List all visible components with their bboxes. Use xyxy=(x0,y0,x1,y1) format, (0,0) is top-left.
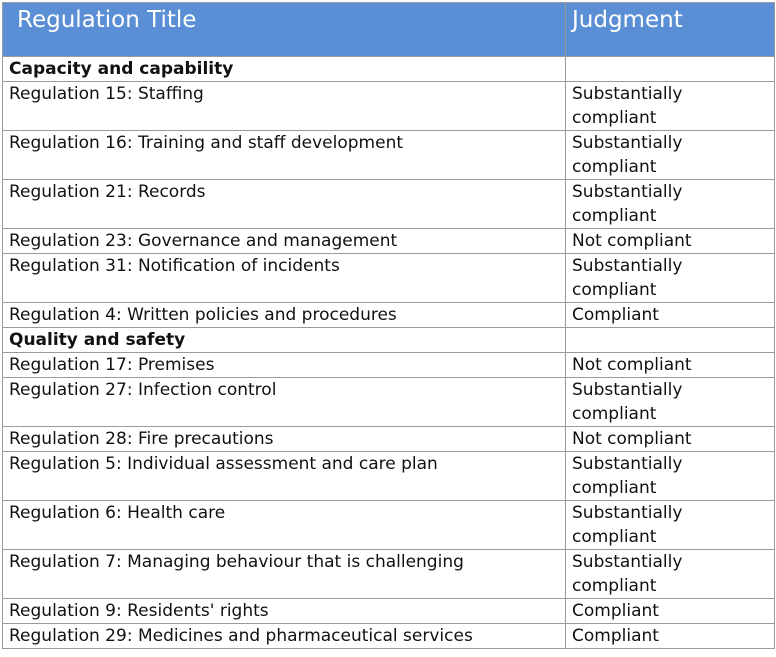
regulation-cell: Regulation 15: Staffing xyxy=(2,81,566,131)
table-row: Regulation 31: Notification of incidents… xyxy=(2,253,775,303)
header-judgment: Judgment xyxy=(565,2,775,57)
judgment-cell: Substantially compliant xyxy=(565,81,775,131)
regulation-cell: Regulation 29: Medicines and pharmaceuti… xyxy=(2,623,566,649)
regulation-cell: Regulation 9: Residents' rights xyxy=(2,598,566,624)
judgment-cell: Substantially compliant xyxy=(565,377,775,427)
regulation-cell: Regulation 5: Individual assessment and … xyxy=(2,451,566,501)
section-judgment-empty xyxy=(565,56,775,82)
judgment-cell: Compliant xyxy=(565,302,775,328)
regulation-cell: Regulation 23: Governance and management xyxy=(2,228,566,254)
section-row: Quality and safety xyxy=(2,327,775,353)
judgment-cell: Not compliant xyxy=(565,426,775,452)
header-regulation-title: Regulation Title xyxy=(2,2,566,57)
regulation-cell: Regulation 27: Infection control xyxy=(2,377,566,427)
judgment-cell: Substantially compliant xyxy=(565,179,775,229)
judgment-cell: Not compliant xyxy=(565,352,775,378)
section-title: Quality and safety xyxy=(2,327,566,353)
judgment-cell: Substantially compliant xyxy=(565,500,775,550)
table-row: Regulation 29: Medicines and pharmaceuti… xyxy=(2,623,775,649)
regulation-cell: Regulation 6: Health care xyxy=(2,500,566,550)
judgment-cell: Compliant xyxy=(565,623,775,649)
table-row: Regulation 23: Governance and management… xyxy=(2,228,775,254)
regulation-cell: Regulation 28: Fire precautions xyxy=(2,426,566,452)
regulation-cell: Regulation 7: Managing behaviour that is… xyxy=(2,549,566,599)
table-row: Regulation 17: Premises Not compliant xyxy=(2,352,775,378)
judgment-cell: Not compliant xyxy=(565,228,775,254)
table-row: Regulation 6: Health care Substantially … xyxy=(2,500,775,550)
table-row: Regulation 9: Residents' rights Complian… xyxy=(2,598,775,624)
table-row: Regulation 28: Fire precautions Not comp… xyxy=(2,426,775,452)
section-judgment-empty xyxy=(565,327,775,353)
judgment-cell: Compliant xyxy=(565,598,775,624)
table-row: Regulation 4: Written policies and proce… xyxy=(2,302,775,328)
regulation-cell: Regulation 16: Training and staff develo… xyxy=(2,130,566,180)
table-header-row: Regulation Title Judgment xyxy=(2,2,775,57)
table-row: Regulation 15: Staffing Substantially co… xyxy=(2,81,775,131)
judgment-cell: Substantially compliant xyxy=(565,253,775,303)
regulation-cell: Regulation 21: Records xyxy=(2,179,566,229)
table-row: Regulation 16: Training and staff develo… xyxy=(2,130,775,180)
table-row: Regulation 7: Managing behaviour that is… xyxy=(2,549,775,599)
regulation-cell: Regulation 17: Premises xyxy=(2,352,566,378)
table-row: Regulation 21: Records Substantially com… xyxy=(2,179,775,229)
table-row: Regulation 27: Infection control Substan… xyxy=(2,377,775,427)
judgment-cell: Substantially compliant xyxy=(565,451,775,501)
judgment-cell: Substantially compliant xyxy=(565,549,775,599)
regulation-cell: Regulation 31: Notification of incidents xyxy=(2,253,566,303)
table-row: Regulation 5: Individual assessment and … xyxy=(2,451,775,501)
section-row: Capacity and capability xyxy=(2,56,775,82)
section-title: Capacity and capability xyxy=(2,56,566,82)
judgment-cell: Substantially compliant xyxy=(565,130,775,180)
regulation-cell: Regulation 4: Written policies and proce… xyxy=(2,302,566,328)
